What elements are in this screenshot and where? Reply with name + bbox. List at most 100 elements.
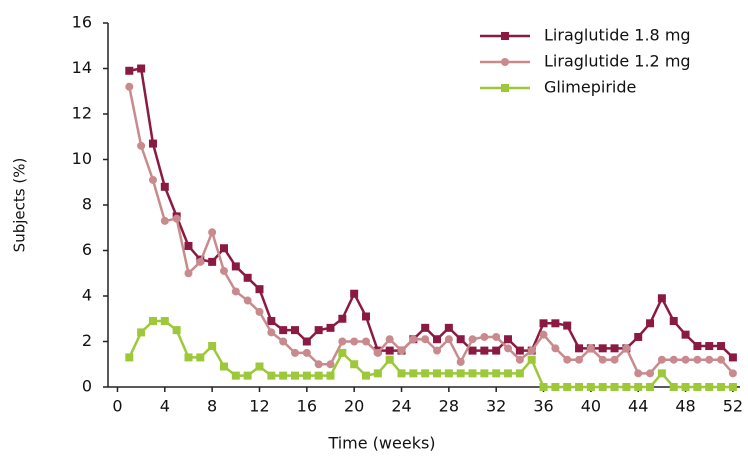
point — [243, 371, 252, 380]
point — [622, 344, 631, 353]
point — [456, 357, 465, 366]
point — [480, 332, 489, 341]
point — [314, 326, 323, 335]
x-tick-label: 28 — [439, 397, 459, 416]
point — [184, 269, 193, 278]
point — [302, 371, 311, 380]
point — [657, 355, 666, 364]
point — [575, 344, 584, 353]
point — [385, 355, 394, 364]
point — [267, 328, 276, 337]
point — [397, 346, 406, 355]
point — [137, 141, 146, 150]
point — [243, 296, 252, 305]
point — [669, 317, 678, 326]
legend-label: Glimepiride — [544, 78, 636, 97]
point — [338, 314, 347, 323]
point — [598, 344, 607, 353]
point — [551, 344, 560, 353]
point — [634, 369, 643, 378]
point — [421, 369, 430, 378]
x-tick-label: 12 — [249, 397, 269, 416]
point — [172, 326, 181, 335]
point — [326, 371, 335, 380]
point — [184, 241, 193, 250]
y-tick-label: 12 — [72, 104, 92, 123]
point — [219, 244, 228, 253]
point — [148, 175, 157, 184]
point — [717, 355, 726, 364]
point — [515, 355, 524, 364]
point — [409, 369, 418, 378]
point — [338, 348, 347, 357]
point — [148, 317, 157, 326]
point — [409, 335, 418, 344]
point — [634, 383, 643, 391]
point — [634, 332, 643, 341]
point — [717, 383, 726, 391]
point — [693, 355, 702, 364]
point — [160, 182, 169, 191]
point — [279, 371, 288, 380]
point — [421, 335, 430, 344]
point — [208, 228, 217, 237]
point — [290, 348, 299, 357]
legend-label: Liraglutide 1.2 mg — [544, 52, 691, 71]
point — [610, 344, 619, 353]
point — [563, 383, 572, 391]
point — [302, 337, 311, 346]
point — [456, 369, 465, 378]
point — [125, 353, 134, 362]
point — [373, 348, 382, 357]
y-tick-label: 6 — [82, 240, 92, 259]
legend-label: Liraglutide 1.8 mg — [544, 26, 691, 45]
x-tick-label: 32 — [486, 397, 506, 416]
point — [231, 371, 240, 380]
point — [196, 257, 205, 266]
point — [148, 139, 157, 148]
point — [314, 371, 323, 380]
x-tick-label: 40 — [581, 397, 601, 416]
point — [160, 317, 169, 326]
point — [231, 262, 240, 271]
x-tick-label: 36 — [533, 397, 553, 416]
point — [433, 369, 442, 378]
point — [610, 383, 619, 391]
series-line — [128, 86, 734, 375]
point — [622, 383, 631, 391]
point — [492, 332, 501, 341]
point — [231, 287, 240, 296]
point — [728, 369, 737, 378]
point — [362, 312, 371, 321]
point — [504, 335, 513, 344]
point — [610, 355, 619, 364]
y-tick-label: 16 — [72, 13, 92, 32]
y-tick-label: 14 — [72, 58, 92, 77]
point — [302, 348, 311, 357]
point — [172, 214, 181, 223]
point — [350, 337, 359, 346]
x-tick-label: 48 — [675, 397, 695, 416]
x-tick-label: 20 — [344, 397, 364, 416]
point — [646, 369, 655, 378]
x-tick-label: 24 — [391, 397, 411, 416]
x-tick-label: 16 — [297, 397, 317, 416]
point — [362, 371, 371, 380]
point — [456, 335, 465, 344]
point — [255, 285, 264, 294]
point — [705, 355, 714, 364]
legend-marker — [501, 58, 509, 66]
point — [515, 369, 524, 378]
x-tick-label: 8 — [207, 397, 217, 416]
point — [290, 326, 299, 335]
series-line — [128, 319, 733, 389]
point — [728, 383, 737, 391]
point — [575, 355, 584, 364]
point — [728, 353, 737, 362]
x-tick-label: 4 — [160, 397, 170, 416]
point — [267, 371, 276, 380]
point — [563, 321, 572, 330]
y-tick-label: 2 — [82, 331, 92, 350]
point — [527, 346, 536, 355]
